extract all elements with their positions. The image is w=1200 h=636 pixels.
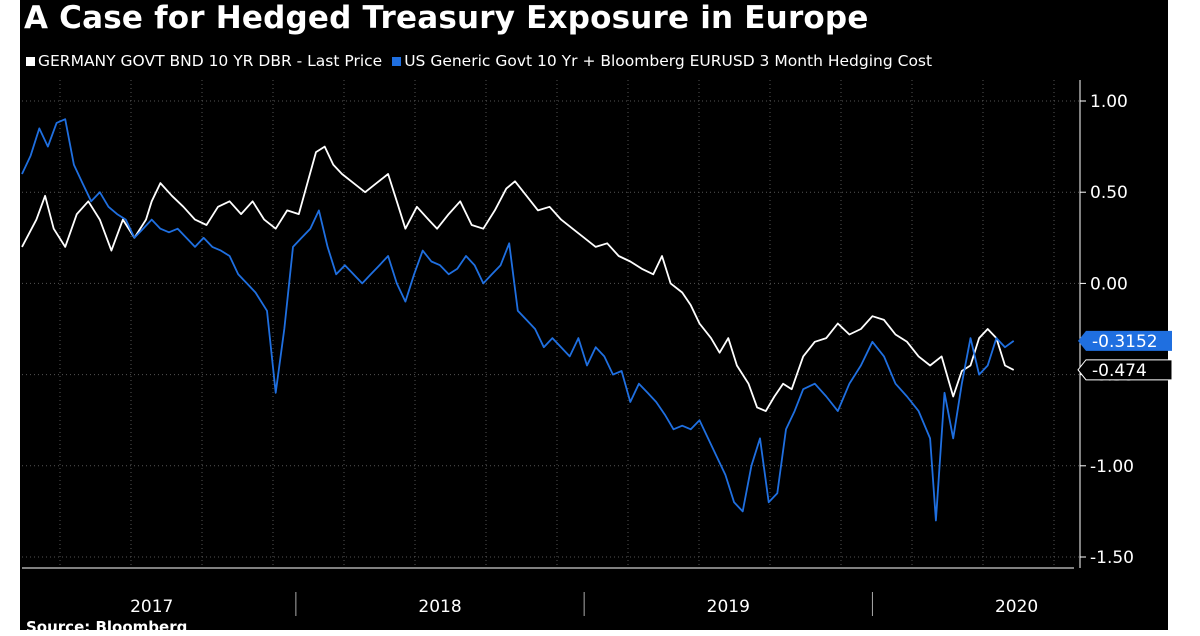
x-tick-label: 2020 xyxy=(995,597,1038,617)
y-tick-label: -1.00 xyxy=(1090,457,1134,477)
x-tick-label: 2017 xyxy=(130,597,173,617)
y-tick-label: 1.00 xyxy=(1090,92,1128,112)
last-value-label-us-hedged: -0.3152 xyxy=(1092,332,1158,352)
x-tick-label: 2019 xyxy=(707,597,750,617)
x-tick-label: 2018 xyxy=(418,597,461,617)
y-tick-label: 0.00 xyxy=(1090,274,1128,294)
legend-swatch-germany xyxy=(26,56,35,66)
y-tick-label: -1.50 xyxy=(1090,548,1134,568)
last-value-tag-germany xyxy=(1077,359,1173,381)
legend: GERMANY GOVT BND 10 YR DBR - Last Price … xyxy=(26,51,932,71)
series-line-germany xyxy=(21,145,1015,413)
last-value-tag-us-hedged xyxy=(1078,330,1172,351)
y-tick-label: 0.50 xyxy=(1090,183,1128,203)
series-line-us-hedged xyxy=(21,118,1015,522)
last-value-label-germany: -0.474 xyxy=(1092,361,1147,381)
legend-label-germany: GERMANY GOVT BND 10 YR DBR - Last Price xyxy=(38,52,383,70)
legend-label-us-hedged: US Generic Govt 10 Yr + Bloomberg EURUSD… xyxy=(404,52,933,70)
chart-title: A Case for Hedged Treasury Exposure in E… xyxy=(24,0,869,36)
legend-swatch-us-hedged xyxy=(392,56,402,66)
